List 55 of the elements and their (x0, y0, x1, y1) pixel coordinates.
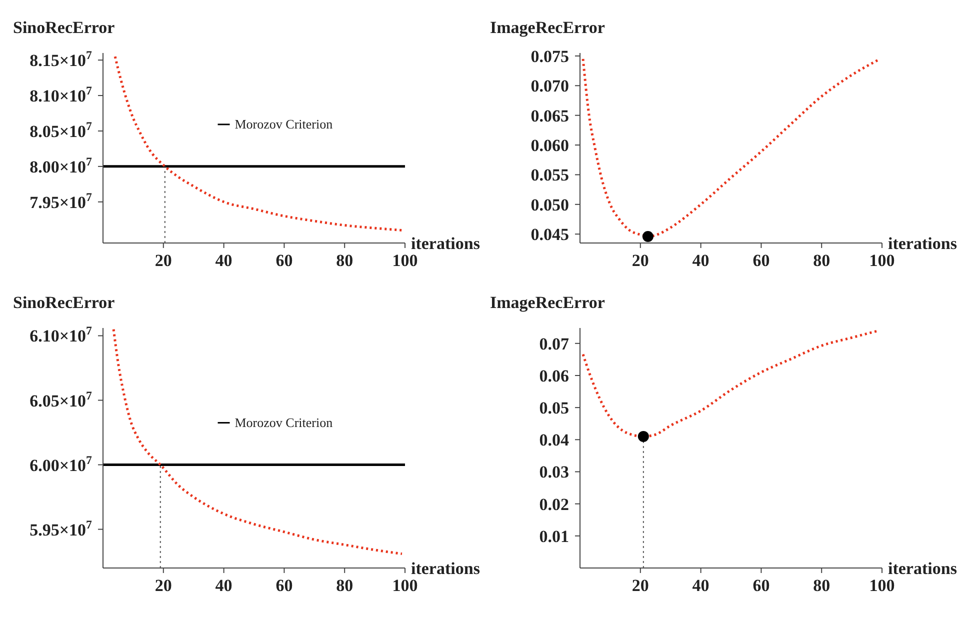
y-tick-label: 0.050 (530, 195, 569, 214)
x-tick-label: 80 (813, 576, 830, 595)
x-tick-label: 80 (813, 251, 830, 270)
x-axis-title: iterations (411, 234, 480, 253)
y-tick-label: 6.05×10$^{7}$ (30, 388, 92, 410)
x-tick-label: 80 (336, 576, 354, 595)
y-tick-label: 0.05 (539, 398, 569, 418)
y-axis-title: ImageRecError (490, 18, 606, 37)
x-tick-label: 100 (869, 251, 895, 270)
x-tick-label: 40 (215, 251, 232, 270)
x-tick-label: 20 (632, 251, 649, 270)
y-tick-label: 0.07 (539, 334, 570, 354)
y-tick-label: 7.95×10$^{7}$ (30, 190, 92, 212)
x-tick-label: 60 (276, 576, 293, 595)
y-tick-label: 0.075 (530, 46, 569, 66)
y-axis-title: SinoRecError (13, 18, 116, 37)
x-tick-label: 100 (869, 576, 895, 595)
y-tick-label: 0.06 (539, 366, 569, 386)
x-tick-label: 100 (392, 576, 418, 595)
x-tick-label: 40 (215, 576, 232, 595)
y-tick-label: 0.055 (530, 166, 569, 185)
y-tick-label: 8.00×10$^{7}$ (30, 154, 92, 176)
y-axis-title: SinoRecError (13, 293, 116, 312)
y-tick-label: 0.070 (530, 76, 569, 96)
y-axis-title: ImageRecError (490, 293, 606, 312)
y-tick-label: 6.10×10$^{7}$ (30, 324, 92, 346)
x-tick-label: 40 (692, 251, 710, 270)
x-tick-label: 20 (632, 576, 649, 595)
line-series (112, 328, 404, 556)
y-tick-label: 8.05×10$^{7}$ (30, 118, 92, 141)
legend-label: Morozov Criterion (234, 116, 334, 132)
y-tick-label: 5.95×10$^{7}$ (30, 517, 92, 540)
x-axis-title: iterations (888, 559, 958, 578)
x-tick-label: 100 (392, 251, 418, 270)
x-axis-title: iterations (888, 234, 958, 253)
y-tick-label: 0.065 (530, 106, 569, 126)
y-tick-label: 6.00×10$^{7}$ (30, 452, 92, 475)
y-tick-label: 0.045 (530, 225, 569, 244)
x-tick-label: 80 (336, 251, 354, 270)
x-tick-label: 20 (154, 251, 172, 270)
line-series (114, 55, 404, 232)
y-tick-label: 0.060 (530, 136, 569, 156)
legend-label: Morozov Criterion (234, 414, 334, 430)
y-tick-label: 8.15×10$^{7}$ (30, 48, 92, 70)
y-tick-label: 0.02 (539, 494, 569, 514)
x-tick-label: 60 (752, 251, 770, 270)
x-tick-label: 60 (276, 251, 293, 270)
x-tick-label: 40 (692, 576, 710, 595)
y-tick-label: 8.10×10$^{7}$ (30, 84, 92, 106)
y-tick-label: 0.03 (539, 462, 569, 482)
x-axis-title: iterations (411, 559, 480, 578)
y-tick-label: 0.04 (539, 430, 570, 450)
x-tick-label: 60 (752, 576, 770, 595)
x-tick-label: 20 (154, 576, 172, 595)
y-tick-label: 0.01 (539, 526, 569, 546)
